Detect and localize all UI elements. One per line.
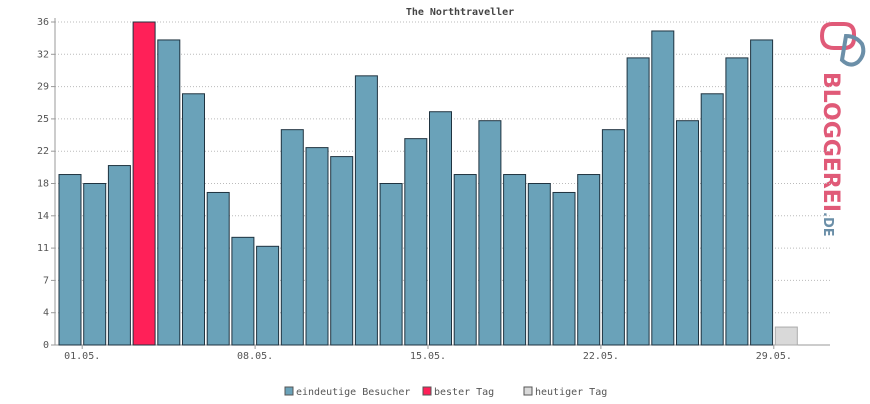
bar bbox=[107, 165, 131, 346]
logo-icon bbox=[839, 33, 866, 67]
y-tick-label: 0 bbox=[43, 340, 49, 351]
bar bbox=[626, 57, 650, 346]
legend-swatch bbox=[523, 386, 533, 396]
y-tick-label: 14 bbox=[37, 211, 49, 222]
bar bbox=[305, 147, 329, 346]
bar bbox=[601, 129, 625, 346]
legend-label: heutiger Tag bbox=[535, 387, 607, 398]
bar bbox=[676, 120, 699, 346]
logo-suffix: .DE bbox=[820, 212, 835, 237]
bar bbox=[280, 129, 304, 346]
y-tick-label: 36 bbox=[37, 17, 49, 28]
bar bbox=[157, 39, 181, 346]
y-tick-label: 32 bbox=[37, 49, 49, 60]
legend-label: bester Tag bbox=[434, 387, 494, 398]
y-tick-label: 4 bbox=[43, 308, 49, 319]
bar bbox=[527, 183, 551, 346]
legend-swatch bbox=[284, 386, 294, 396]
logo-text: BLOGGEREI.DE bbox=[818, 72, 843, 237]
bar bbox=[379, 183, 403, 346]
bar bbox=[577, 174, 601, 346]
y-tick-label: 25 bbox=[37, 114, 49, 125]
y-tick-label: 22 bbox=[37, 146, 49, 157]
y-tick-label: 18 bbox=[37, 179, 49, 190]
bar bbox=[725, 57, 749, 346]
bar bbox=[404, 138, 428, 346]
legend-label: eindeutige Besucher bbox=[296, 387, 410, 398]
logo: BLOGGEREI.DE bbox=[818, 22, 866, 237]
bar bbox=[231, 236, 255, 346]
bar bbox=[453, 174, 477, 346]
x-tick-label: 01.05. bbox=[64, 351, 100, 362]
y-tick-label: 29 bbox=[37, 82, 49, 93]
chart-title: The Northtraveller bbox=[406, 7, 514, 18]
bar bbox=[206, 191, 230, 346]
x-tick-label: 08.05. bbox=[237, 351, 273, 362]
legend-swatch bbox=[422, 386, 432, 396]
bar bbox=[429, 111, 452, 346]
bar bbox=[774, 326, 798, 346]
bar bbox=[503, 174, 527, 346]
bar bbox=[552, 191, 576, 346]
y-tick-label: 7 bbox=[43, 275, 49, 286]
x-tick-label: 15.05. bbox=[410, 351, 446, 362]
bar bbox=[700, 93, 724, 346]
y-tick-label: 11 bbox=[37, 243, 49, 254]
x-tick-label: 29.05. bbox=[756, 351, 792, 362]
x-tick-label: 22.05. bbox=[583, 351, 619, 362]
bar bbox=[256, 245, 280, 346]
bar bbox=[750, 39, 774, 346]
bar bbox=[651, 30, 675, 346]
bar bbox=[354, 75, 378, 346]
bar bbox=[330, 156, 354, 346]
bar bbox=[83, 183, 107, 346]
bar bbox=[58, 174, 82, 346]
bar bbox=[182, 93, 205, 346]
bar bbox=[478, 120, 502, 346]
logo-main: BLOGGEREI bbox=[818, 72, 843, 212]
bar bbox=[132, 21, 156, 346]
